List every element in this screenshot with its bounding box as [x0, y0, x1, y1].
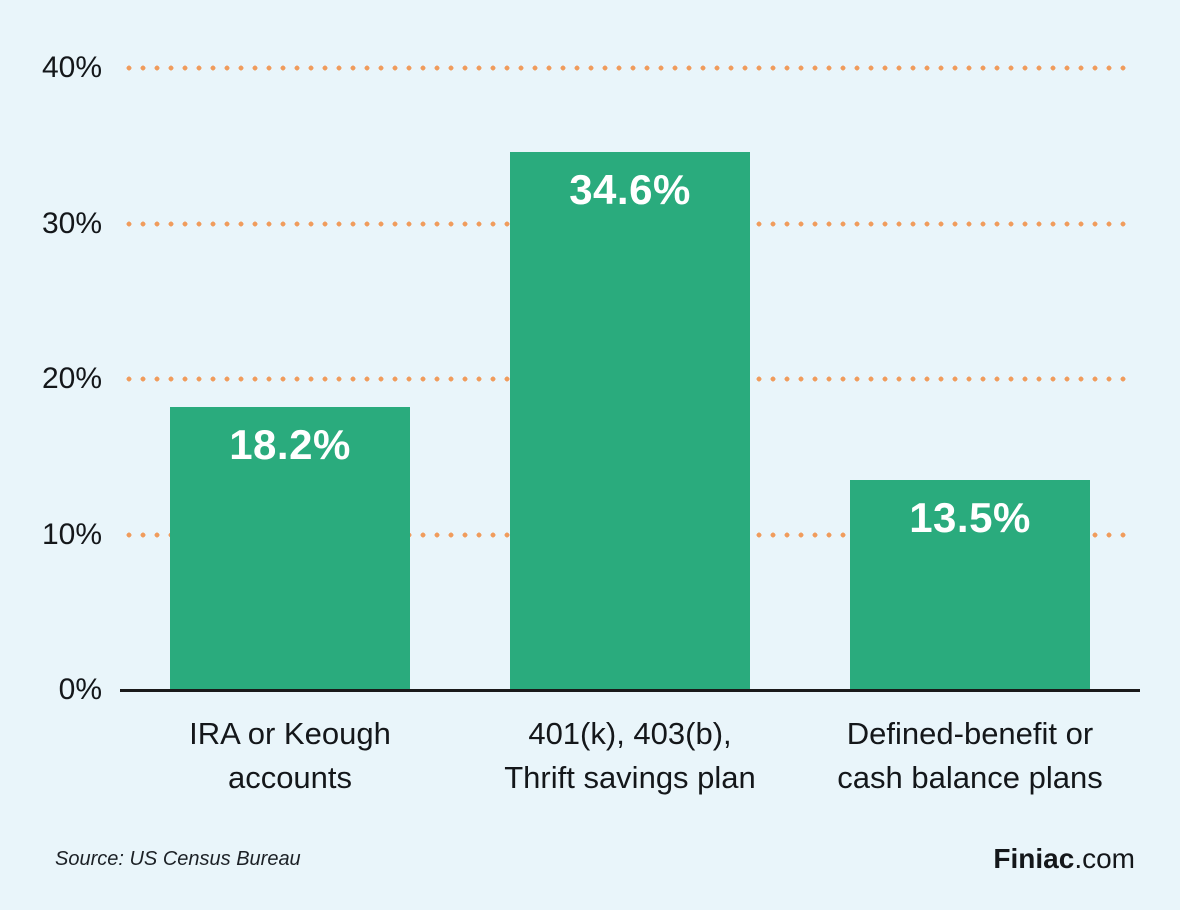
y-tick-label: 10% — [41, 517, 102, 551]
y-tick-label: 40% — [41, 51, 102, 84]
x-category-label: Defined-benefit or cash balance plans — [800, 712, 1140, 800]
gridline-dotted — [126, 65, 1128, 71]
bar-3: 13.5% — [850, 480, 1090, 690]
brand-name: Finiac — [993, 843, 1075, 874]
x-category-label-line: accounts — [227, 760, 353, 795]
x-category-label-line: Defined-benefit or — [846, 716, 1094, 751]
y-tick-label: 20% — [41, 362, 102, 395]
brand-logo: Finiac.com — [993, 843, 1135, 875]
x-category-label: IRA or Keough accounts — [120, 712, 460, 800]
brand-suffix: .com — [1074, 843, 1135, 874]
x-category-label-line: 401(k), 403(b), — [528, 716, 732, 751]
x-category-label-line: Thrift savings plan — [504, 760, 756, 795]
bar-2: 34.6% — [510, 151, 750, 690]
bar-value-label: 34.6% — [569, 165, 691, 213]
x-category-label-line: cash balance plans — [837, 760, 1103, 795]
bar-value-label: 13.5% — [909, 494, 1031, 542]
bar-1: 18.2% — [170, 407, 410, 690]
x-axis-line — [120, 689, 1140, 692]
footer: Source: US Census Bureau Finiac.com — [55, 843, 1135, 875]
plot-area: 18.2% 34.6% 13.5% — [120, 65, 1140, 692]
x-category-label-line: IRA or Keough — [189, 716, 391, 751]
bar-value-label: 18.2% — [229, 421, 351, 468]
y-tick-label: 30% — [41, 206, 102, 240]
x-category-label: 401(k), 403(b), Thrift savings plan — [460, 712, 800, 800]
source-note: Source: US Census Bureau — [55, 847, 301, 870]
y-tick-label: 0% — [58, 673, 102, 706]
y-axis: 0% 10% 20% 30% 40% — [0, 0, 102, 910]
